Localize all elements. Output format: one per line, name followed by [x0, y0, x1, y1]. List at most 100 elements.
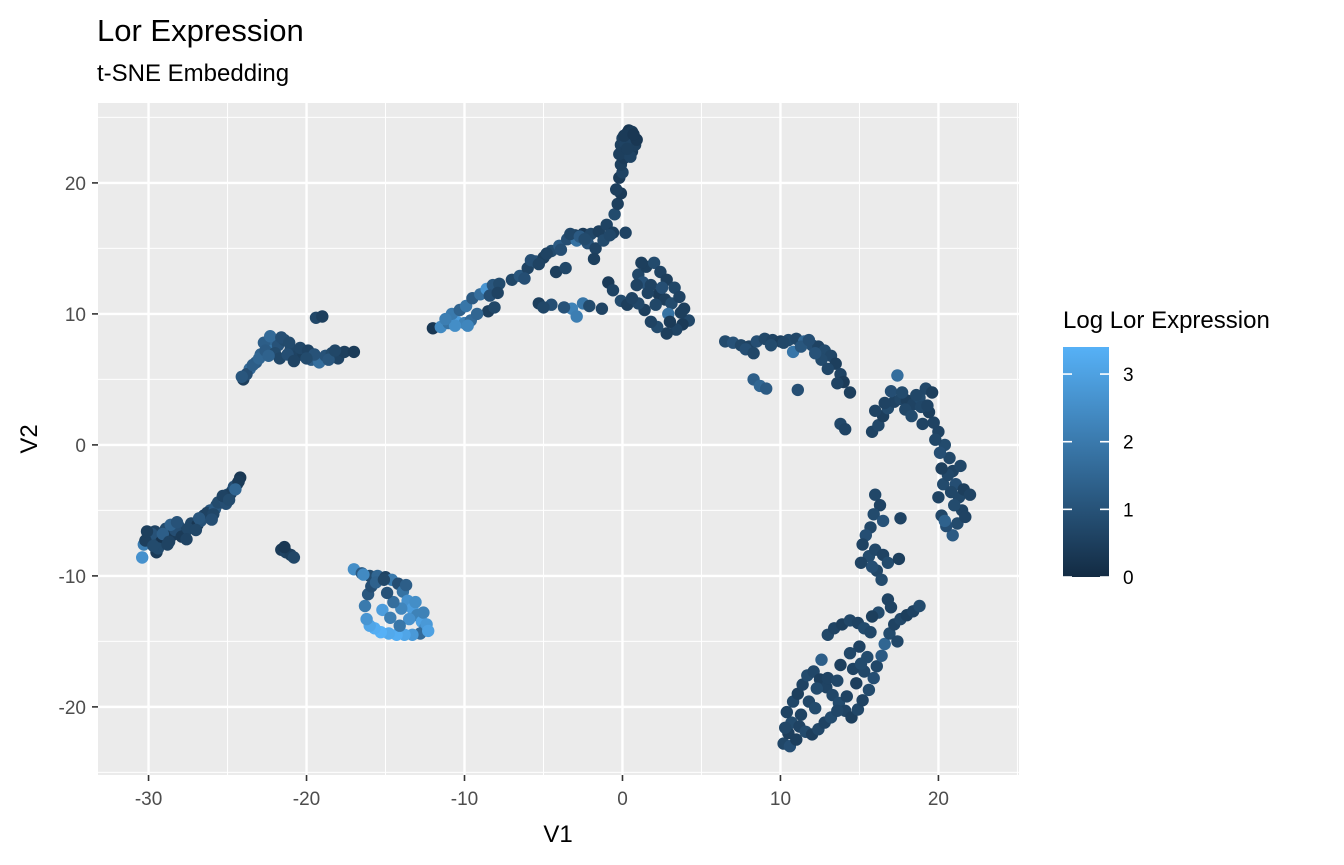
data-point [627, 128, 640, 141]
plot-panel [98, 103, 1019, 775]
data-point [854, 556, 868, 569]
data-point [663, 315, 677, 328]
data-point [884, 601, 898, 614]
data-point [587, 252, 601, 266]
data-point [674, 306, 688, 319]
data-point [891, 369, 904, 382]
data-point [876, 514, 890, 528]
data-point [802, 333, 816, 347]
data-point [140, 525, 154, 538]
data-point [862, 683, 876, 697]
x-tick-label: -30 [135, 789, 162, 810]
data-point [338, 345, 351, 359]
data-point [417, 606, 430, 619]
data-point [583, 299, 596, 313]
data-point [589, 242, 602, 255]
data-point [843, 386, 857, 399]
data-point [916, 417, 929, 431]
data-point [948, 499, 961, 512]
data-point [611, 197, 624, 211]
data-point [630, 278, 643, 292]
data-point [884, 385, 898, 398]
data-point [180, 533, 193, 546]
data-point [570, 310, 583, 323]
data-point [831, 377, 844, 390]
data-point [403, 612, 416, 626]
x-tick-label: 20 [928, 789, 949, 810]
data-point [376, 603, 389, 617]
data-point [488, 301, 501, 314]
data-point [380, 586, 394, 600]
data-point [875, 573, 888, 586]
data-point [564, 227, 577, 241]
legend-label: 0 [1123, 568, 1134, 589]
y-tick-label: 20 [65, 174, 86, 195]
data-point [873, 499, 887, 512]
data-point [809, 702, 822, 715]
data-point [644, 315, 658, 328]
data-point [944, 485, 958, 499]
data-point [954, 459, 967, 473]
chart-title: Lor Expression [97, 13, 304, 48]
data-point [777, 336, 790, 349]
data-point [322, 353, 335, 366]
data-point [821, 671, 834, 685]
data-point [625, 292, 639, 305]
data-point [910, 388, 923, 402]
data-point [834, 658, 847, 672]
data-point [235, 370, 248, 383]
x-tick-label: -20 [293, 789, 320, 810]
data-point [865, 560, 879, 573]
data-point [883, 627, 896, 640]
x-axis: -30 -20 -10 0 10 20 [135, 775, 949, 810]
data-point [409, 595, 422, 609]
data-point [895, 386, 909, 399]
data-point [764, 339, 778, 352]
data-point [549, 265, 563, 279]
data-point [603, 229, 616, 242]
data-point [136, 551, 149, 564]
y-axis: -20 -10 0 10 20 [59, 174, 98, 719]
data-point [192, 512, 206, 525]
data-point [831, 674, 844, 687]
data-point [357, 568, 370, 581]
data-point [875, 649, 888, 662]
data-point [222, 493, 236, 507]
data-point [557, 301, 571, 314]
data-point [921, 399, 934, 412]
data-point [878, 637, 891, 651]
data-point [796, 678, 809, 691]
data-point [867, 671, 880, 685]
y-tick-label: 0 [75, 436, 86, 457]
data-point [439, 312, 452, 326]
legend-title: Log Lor Expression [1063, 307, 1270, 334]
data-point [872, 419, 885, 432]
data-point [649, 298, 662, 311]
data-point [606, 284, 620, 297]
data-point [925, 386, 939, 399]
chart-subtitle: t-SNE Embedding [97, 60, 289, 87]
legend-label: 2 [1123, 433, 1134, 454]
data-point [205, 513, 218, 526]
data-point [170, 516, 184, 529]
data-point [647, 256, 661, 269]
data-point [963, 488, 977, 501]
data-point [161, 538, 174, 551]
data-point [809, 347, 822, 360]
data-point [287, 551, 301, 564]
data-point [821, 362, 834, 376]
data-point [641, 286, 654, 300]
data-point [790, 733, 803, 746]
data-point [532, 257, 545, 271]
data-point [869, 488, 882, 501]
y-axis-title: V2 [16, 424, 43, 453]
data-point [831, 704, 844, 717]
data-point [815, 653, 828, 666]
data-point [867, 508, 880, 521]
data-point [905, 409, 918, 423]
data-point [856, 694, 869, 707]
data-point [264, 330, 277, 343]
data-point [937, 478, 950, 491]
